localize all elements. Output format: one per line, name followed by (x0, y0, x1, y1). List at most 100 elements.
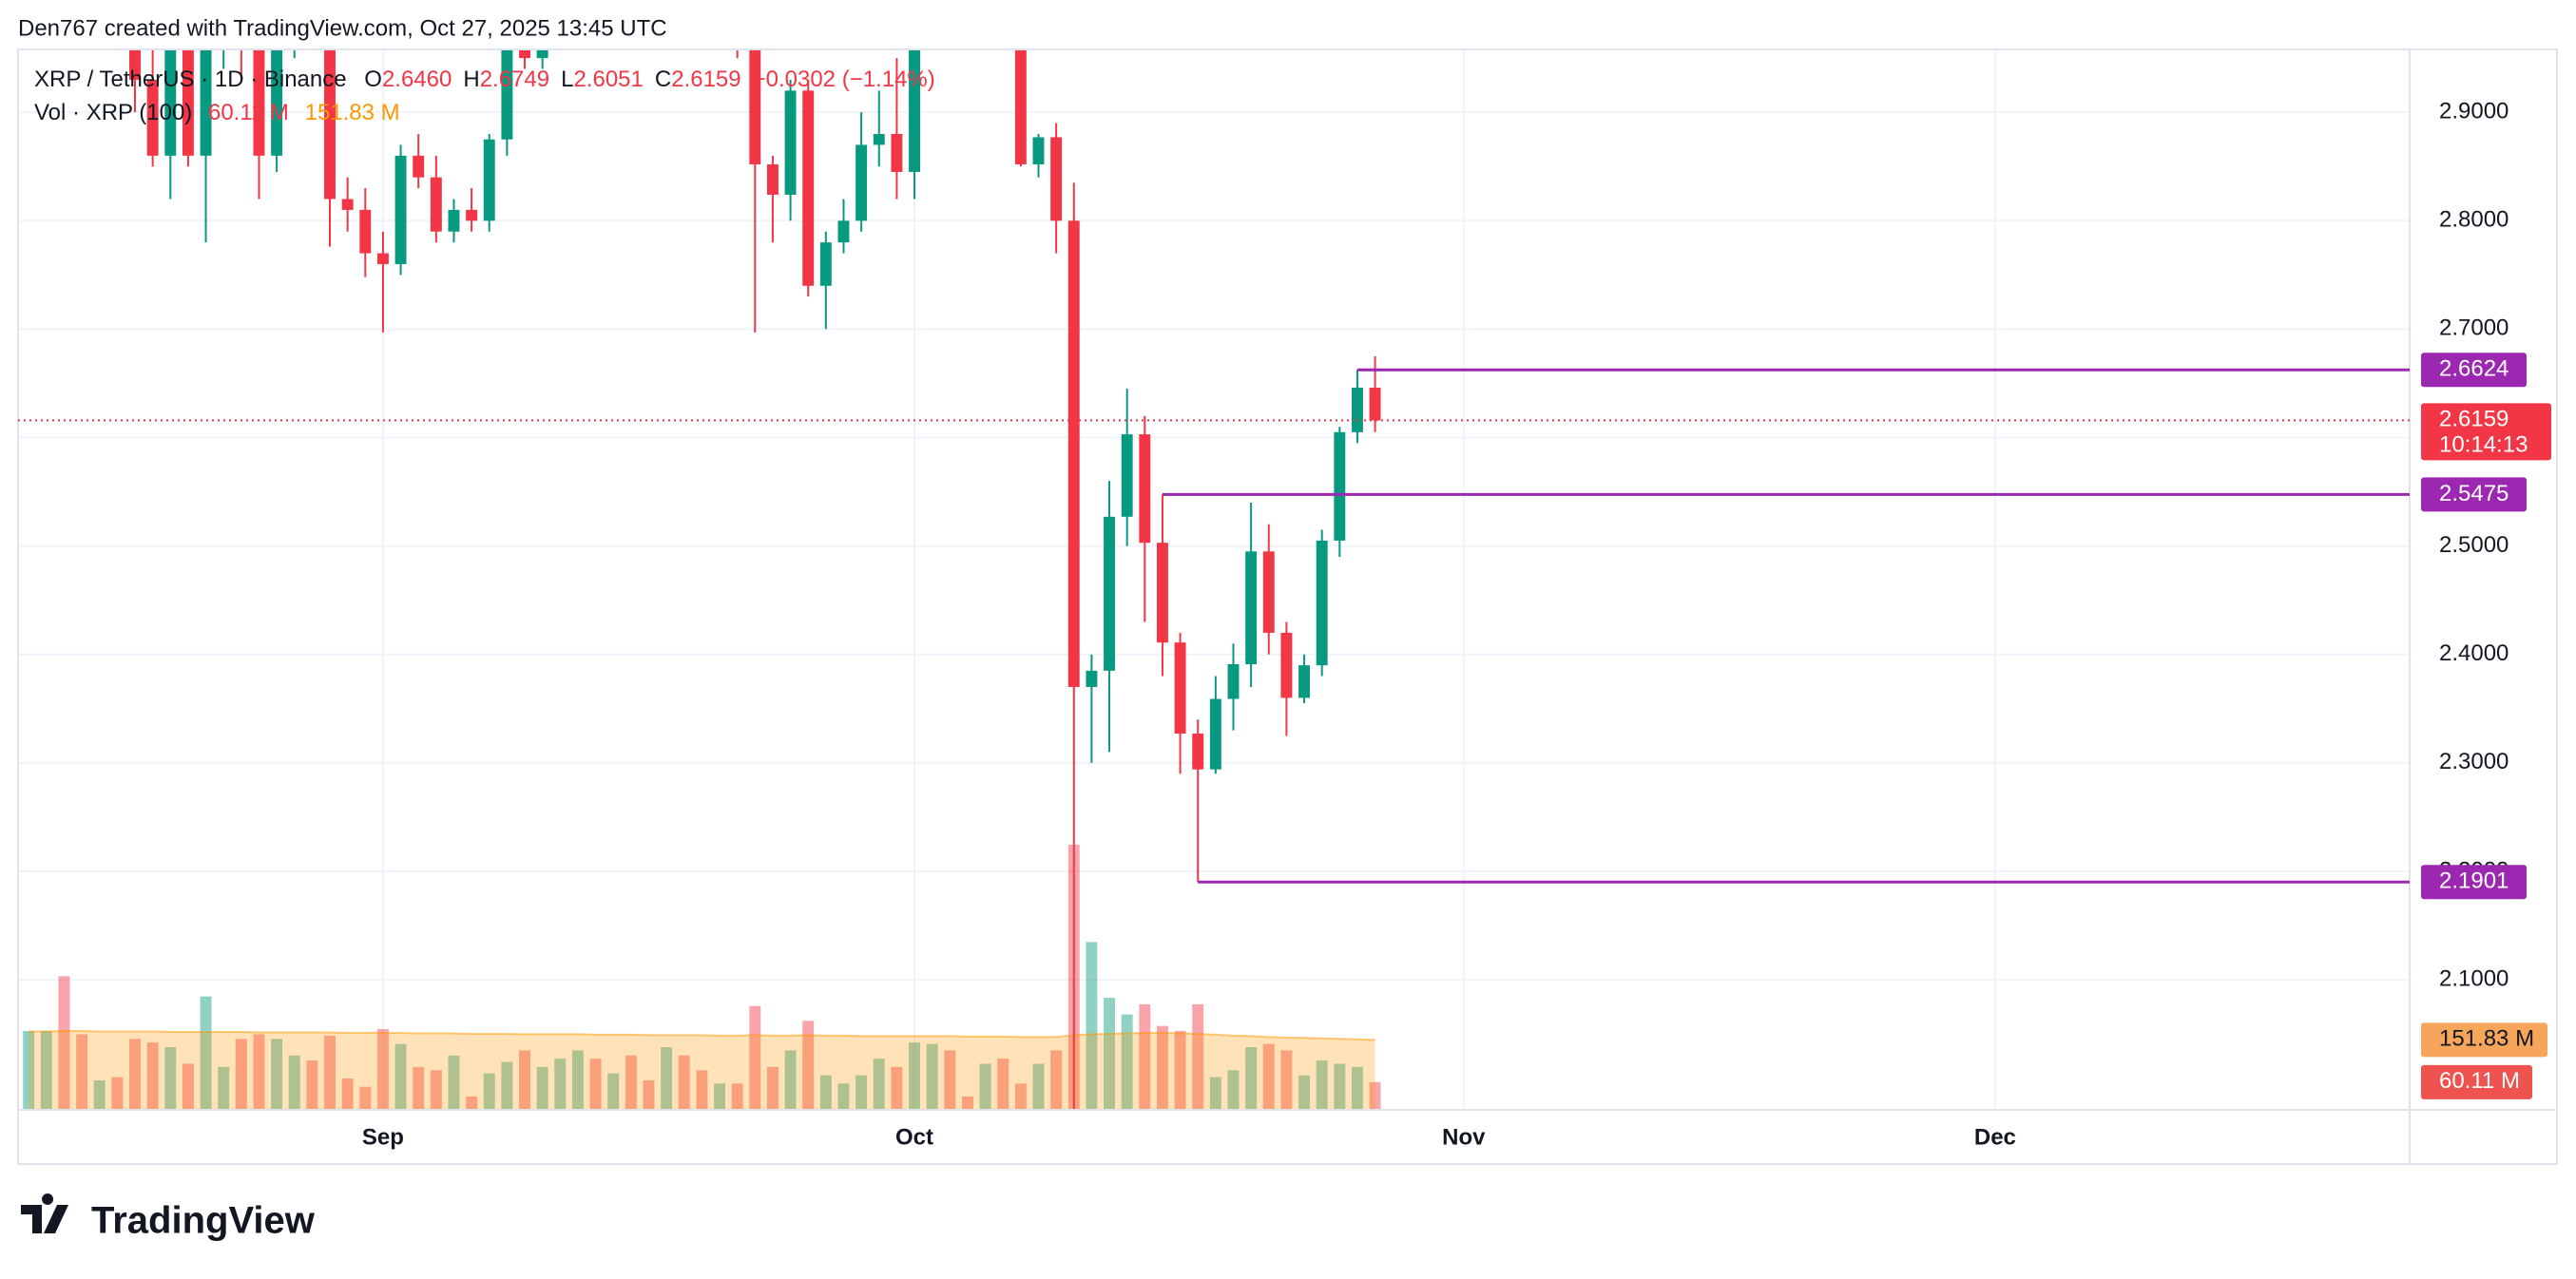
line-badge (2421, 865, 2527, 900)
vol-title: Vol · XRP (100) (34, 100, 192, 125)
candle-body (200, 49, 212, 156)
volume-bar (607, 1073, 620, 1110)
candle-body (1245, 551, 1258, 665)
line-label: 2.6624 (2439, 356, 2509, 382)
volume-bar (678, 1055, 690, 1110)
volume-bar (1139, 1003, 1151, 1110)
candle-body (1298, 665, 1311, 698)
candle-body (1334, 431, 1346, 541)
volume-bar (235, 1039, 247, 1110)
volume-bar (200, 996, 212, 1110)
volume-bar (961, 1096, 973, 1110)
legend-title: XRP / TetherUS · 1D · Binance (34, 67, 347, 92)
y-tick-label: 2.7000 (2439, 315, 2509, 341)
candle-body (1050, 137, 1063, 221)
volume-bar (1316, 1060, 1328, 1110)
candle-body (766, 163, 779, 195)
logo-icon (21, 1193, 68, 1233)
candle-body (536, 49, 548, 59)
axes: 2.10002.20002.30002.40002.50002.60002.70… (362, 99, 2509, 1151)
volume-bar (589, 1059, 602, 1110)
volume-bar (430, 1070, 442, 1110)
volume-bar (111, 1077, 124, 1110)
candle-body (749, 49, 761, 164)
candle-body (146, 79, 159, 156)
volume-bar (359, 1086, 372, 1110)
volume-bar (93, 1079, 106, 1110)
volume-bar (944, 1050, 956, 1110)
attribution: Den767 created with TradingView.com, Oct… (18, 15, 667, 41)
volume-bar (1262, 1043, 1275, 1110)
y-tick-label: 2.1000 (2439, 965, 2509, 991)
ohlc-label: O (364, 67, 382, 92)
candle-body (1014, 49, 1027, 164)
candle-body (1351, 387, 1363, 432)
candle-body (802, 90, 815, 286)
volume-bar (129, 1039, 141, 1110)
volume-bar (58, 976, 70, 1110)
volume-bar (1369, 1081, 1381, 1110)
volume-pane (23, 845, 1381, 1110)
volume-bar (271, 1039, 283, 1110)
candle-body (1156, 543, 1168, 643)
volume-bar (324, 1035, 336, 1110)
candle-body (1280, 632, 1293, 698)
candle-body (359, 209, 372, 254)
volume-bar (855, 1075, 868, 1110)
ohlc-label: L (561, 67, 573, 92)
volume-bar (891, 1066, 903, 1110)
volume-bar (766, 1066, 779, 1110)
x-tick-label: Nov (1442, 1124, 1486, 1150)
volume-bar (146, 1042, 159, 1110)
volume-bar (873, 1059, 885, 1110)
y-tick-label: 2.4000 (2439, 640, 2509, 666)
candle-body (483, 139, 495, 221)
candle-body (837, 220, 850, 243)
candle-body (182, 49, 194, 156)
line-badge (2421, 477, 2527, 512)
volume-bar (501, 1061, 513, 1110)
last-price-label: 2.6159 (2439, 407, 2509, 432)
volume-bar (536, 1066, 548, 1110)
volume-ma-label: 151.83 M (2439, 1026, 2534, 1052)
volume-bar (802, 1021, 815, 1110)
volume-bar (1192, 1003, 1204, 1110)
candle-body (1174, 642, 1186, 735)
frame (17, 48, 2558, 1165)
candle-body (1369, 388, 1381, 421)
volume-bar (1032, 1063, 1045, 1110)
candle-body (1067, 220, 1080, 687)
vol-value: 60.11 M (208, 100, 289, 125)
volume-bar (483, 1073, 495, 1110)
candle-body (1192, 734, 1204, 770)
volume-bar (40, 1031, 52, 1110)
volume-bar (749, 1005, 761, 1110)
volume-bar (554, 1059, 567, 1110)
volume-bar (1227, 1070, 1240, 1110)
volume-bar (661, 1047, 673, 1110)
volume-bar (571, 1050, 584, 1110)
volume-bar (1351, 1066, 1363, 1110)
candle-body (448, 209, 460, 232)
candle-body (271, 49, 283, 156)
x-tick-label: Sep (362, 1124, 404, 1150)
volume-bar (376, 1029, 389, 1110)
y-tick-label: 2.3000 (2439, 749, 2509, 774)
line-label: 2.5475 (2439, 481, 2509, 506)
ohlc-label: C (655, 67, 671, 92)
candle-body (253, 49, 265, 156)
candle-body (1104, 516, 1116, 671)
volume-ma-area (29, 1031, 1375, 1110)
ohlc-change: −0.0302 (−1.14%) (753, 67, 935, 92)
volume-bar (182, 1063, 194, 1110)
volume-bar (1298, 1075, 1311, 1110)
volume-bar (306, 1060, 318, 1110)
volume-badge (2421, 1064, 2532, 1099)
volume-bar (1334, 1063, 1346, 1110)
line-badge (2421, 353, 2527, 388)
volume-bar (643, 1079, 655, 1110)
volume-bar (23, 1031, 35, 1110)
volume-bar (625, 1055, 637, 1110)
